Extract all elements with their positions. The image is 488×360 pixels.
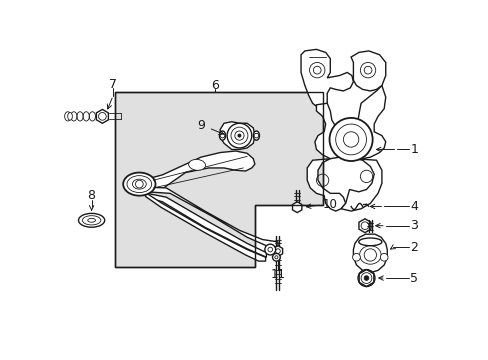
Circle shape: [380, 253, 387, 261]
Circle shape: [272, 253, 280, 261]
Ellipse shape: [79, 213, 104, 227]
Ellipse shape: [68, 112, 72, 120]
Polygon shape: [147, 193, 266, 257]
Circle shape: [238, 134, 241, 137]
Polygon shape: [301, 49, 353, 106]
Ellipse shape: [219, 131, 225, 140]
Circle shape: [264, 244, 275, 255]
Circle shape: [329, 118, 372, 161]
Polygon shape: [292, 202, 301, 213]
Text: 6: 6: [210, 79, 218, 92]
Polygon shape: [358, 219, 370, 233]
Text: 10: 10: [322, 198, 337, 211]
Ellipse shape: [123, 172, 155, 195]
Polygon shape: [115, 93, 322, 266]
Polygon shape: [273, 246, 282, 256]
Polygon shape: [220, 122, 254, 149]
Text: 7: 7: [109, 77, 117, 90]
Circle shape: [364, 276, 368, 280]
Circle shape: [352, 253, 360, 261]
Text: 11: 11: [270, 268, 285, 281]
Text: 5: 5: [409, 271, 418, 284]
Ellipse shape: [188, 159, 205, 170]
Polygon shape: [341, 159, 381, 211]
Ellipse shape: [253, 131, 259, 140]
Circle shape: [226, 123, 251, 148]
Circle shape: [360, 62, 375, 78]
Polygon shape: [314, 86, 385, 159]
Polygon shape: [96, 109, 108, 123]
Polygon shape: [147, 187, 277, 247]
Text: 2: 2: [409, 241, 417, 254]
Circle shape: [357, 270, 374, 287]
Polygon shape: [306, 159, 345, 211]
Text: 4: 4: [409, 200, 417, 213]
Ellipse shape: [358, 238, 381, 246]
Ellipse shape: [87, 219, 95, 222]
Polygon shape: [353, 234, 386, 273]
Circle shape: [309, 62, 324, 78]
Text: 3: 3: [409, 219, 417, 232]
Text: 9: 9: [197, 119, 204, 132]
Polygon shape: [350, 51, 385, 91]
Text: 8: 8: [87, 189, 96, 202]
Text: 1: 1: [409, 143, 417, 156]
Polygon shape: [151, 151, 254, 190]
Polygon shape: [145, 193, 265, 261]
